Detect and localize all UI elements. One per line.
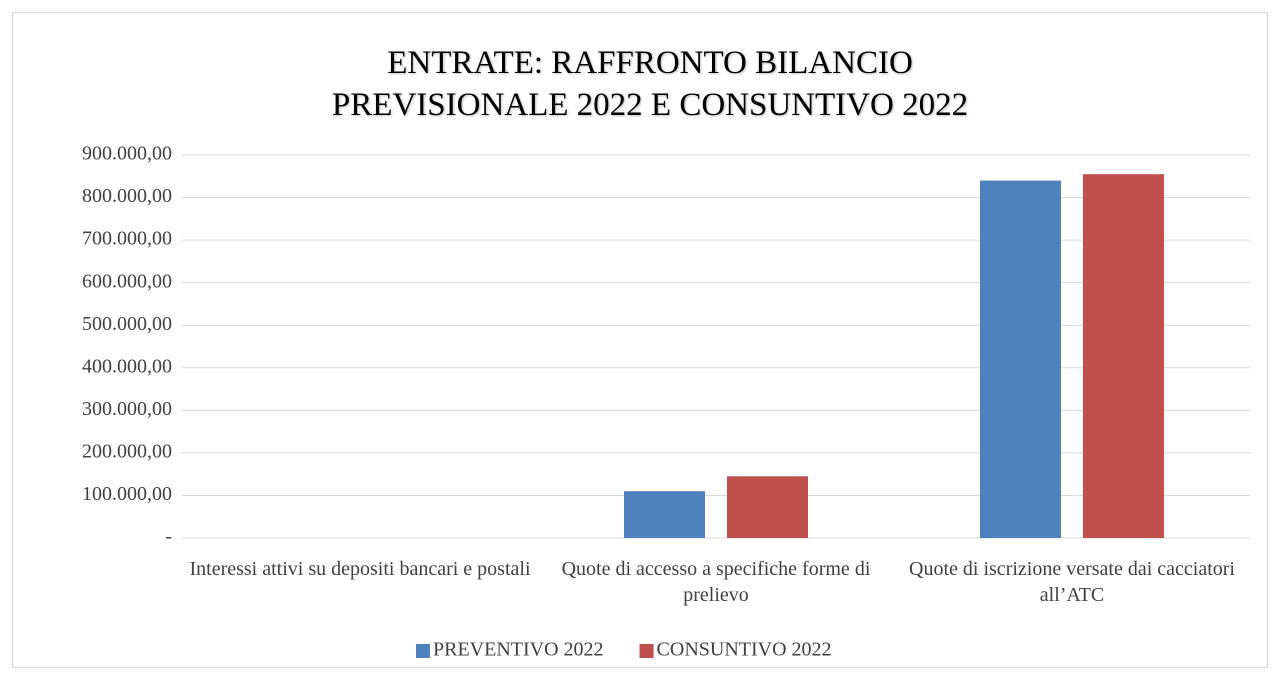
y-tick-label: 800.000,00 (82, 185, 172, 207)
bar (624, 491, 705, 538)
chart-frame (12, 12, 1268, 668)
y-tick-label: 100.000,00 (82, 483, 172, 505)
legend-label: CONSUNTIVO 2022 (657, 639, 832, 661)
y-tick-label: 300.000,00 (82, 398, 172, 420)
x-tick-label: Quote di accesso a specifiche forme di p… (561, 558, 871, 606)
x-tick-label: Interessi attivi su depositi bancari e p… (189, 558, 531, 580)
bar (727, 476, 808, 538)
y-tick-label: - (165, 526, 172, 548)
legend-swatch (416, 644, 430, 658)
y-tick-label: 600.000,00 (82, 270, 172, 292)
y-tick-label: 400.000,00 (82, 355, 172, 377)
chart-title: ENTRATE: RAFFRONTO BILANCIO PREVISIONALE… (331, 45, 969, 123)
legend-swatch (639, 644, 654, 658)
y-tick-label: 900.000,00 (82, 143, 172, 165)
legend-label: PREVENTIVO 2022 (433, 639, 604, 661)
x-tick-label: Quote di iscrizione versate dai cacciato… (909, 558, 1235, 606)
y-tick-label: 500.000,00 (82, 313, 172, 335)
bar (1083, 174, 1164, 538)
y-tick-label: 700.000,00 (82, 228, 172, 250)
y-tick-label: 200.000,00 (82, 440, 172, 462)
bar (980, 180, 1061, 539)
